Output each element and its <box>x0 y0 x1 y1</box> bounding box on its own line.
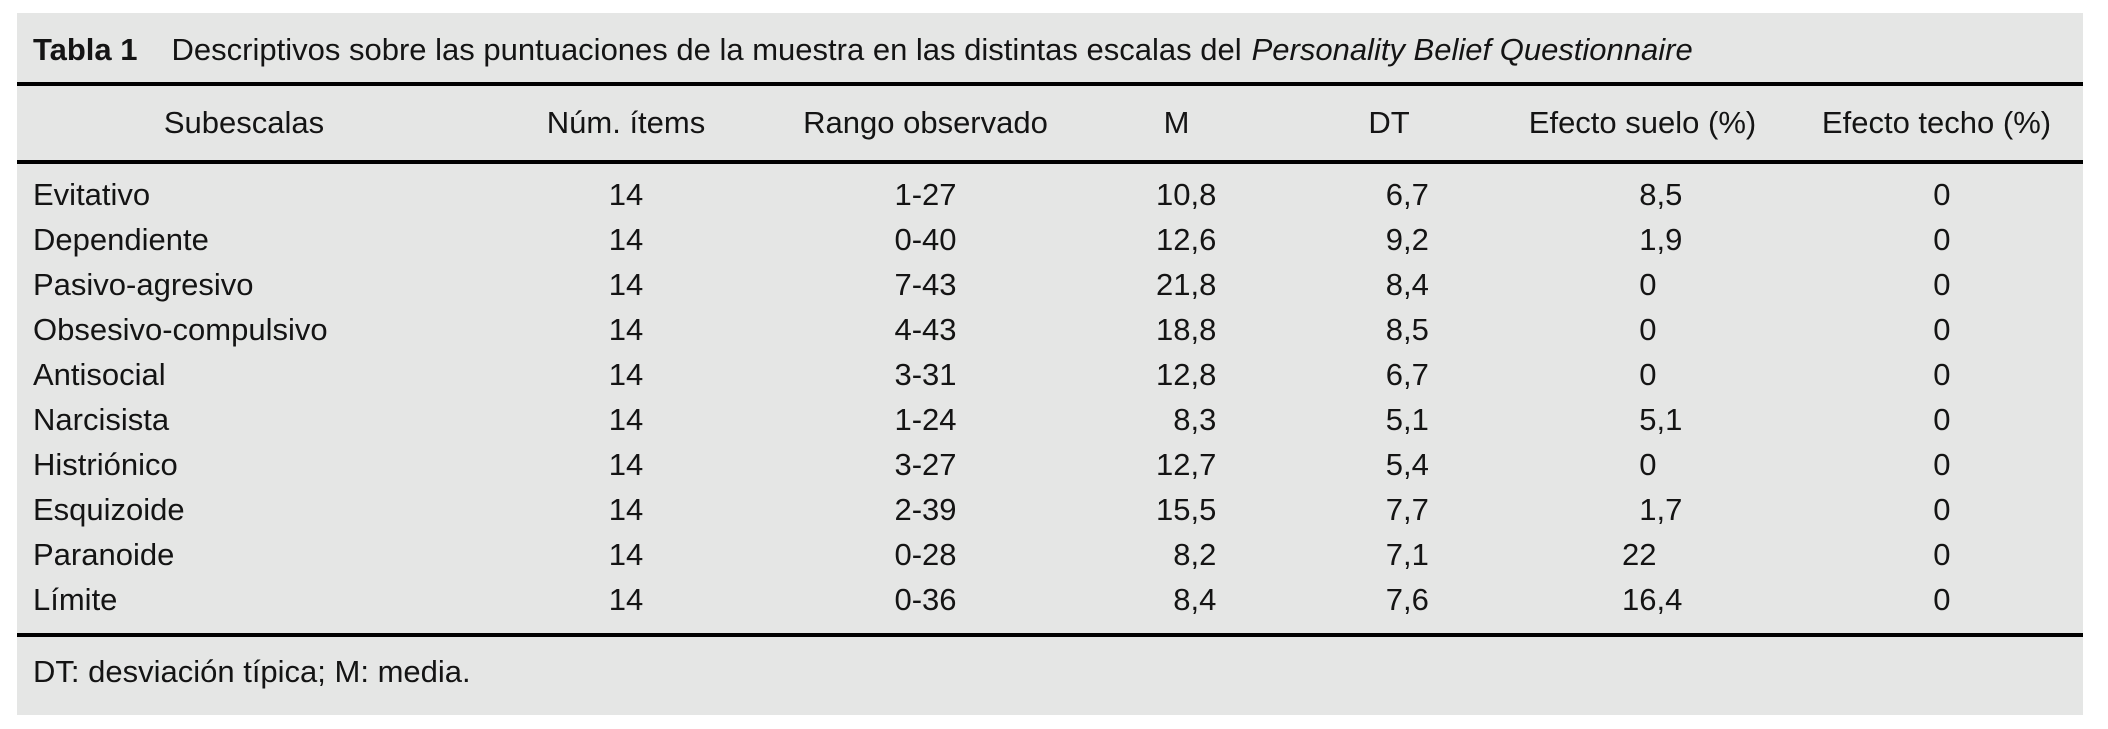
cell-m: 8,2 <box>1173 536 1217 572</box>
table-row: Evitativo 14 1-27 10,8 6,7 8,5 0 <box>17 172 2083 217</box>
cell-rango: 7-43 <box>894 266 957 302</box>
cell-efecto-techo: 0 <box>1933 401 1951 437</box>
cell-subescalas: Límite <box>33 581 118 617</box>
cell-rango: 2-39 <box>894 491 957 527</box>
cell-efecto-techo: 0 <box>1933 356 1951 392</box>
table-header-row: Subescalas Núm. ítems Rango observado M DT Ef… <box>17 86 2083 164</box>
cell-num-items: 14 <box>608 176 644 212</box>
cell-efecto-suelo: 5,1 <box>1639 401 1683 437</box>
cell-num-items: 14 <box>608 356 644 392</box>
column-header-dt: DT <box>1368 105 1410 140</box>
cell-num-items: 14 <box>608 221 644 257</box>
column-header-efecto-suelo: Efecto suelo (%) <box>1528 105 1757 140</box>
table-body: Evitativo 14 1-27 10,8 6,7 8,5 0 Dependiente 14 0… <box>17 164 2083 633</box>
cell-dt: 8,4 <box>1385 266 1429 302</box>
cell-num-items: 14 <box>608 446 644 482</box>
cell-rango: 3-31 <box>894 356 957 392</box>
cell-rango: 0-40 <box>894 221 957 257</box>
cell-efecto-techo: 0 <box>1933 266 1951 302</box>
cell-subescalas: Esquizoide <box>33 491 185 527</box>
table-row: Límite 14 0-36 8,4 7,6 16,4 0 <box>17 577 2083 622</box>
cell-efecto-suelo: 0 <box>1639 446 1657 482</box>
cell-efecto-suelo: 0 <box>1639 311 1657 347</box>
cell-efecto-suelo: 1,7 <box>1639 491 1683 527</box>
column-header-rango: Rango observado <box>803 105 1048 140</box>
table-card: Tabla 1 Descriptivos sobre las puntuacio… <box>17 13 2083 715</box>
column-header-num-items: Núm. ítems <box>546 105 706 140</box>
cell-subescalas: Narcisista <box>33 401 170 437</box>
cell-m: 10,8 <box>1156 176 1217 212</box>
cell-subescalas: Evitativo <box>33 176 151 212</box>
cell-efecto-techo: 0 <box>1933 536 1951 572</box>
cell-dt: 7,1 <box>1385 536 1429 572</box>
cell-num-items: 14 <box>608 536 644 572</box>
table-title: Tabla 1 Descriptivos sobre las puntuacio… <box>17 13 2083 86</box>
cell-subescalas: Paranoide <box>33 536 175 572</box>
cell-efecto-techo: 0 <box>1933 581 1951 617</box>
cell-m: 8,4 <box>1173 581 1217 617</box>
cell-num-items: 14 <box>608 266 644 302</box>
cell-efecto-techo: 0 <box>1933 176 1951 212</box>
table-title-italic: Personality Belief Questionnaire <box>1251 31 1693 67</box>
table-row: Histriónico 14 3-27 12,7 5,4 0 0 <box>17 442 2083 487</box>
cell-dt: 9,2 <box>1385 221 1429 257</box>
cell-dt: 8,5 <box>1385 311 1429 347</box>
cell-m: 15,5 <box>1156 491 1217 527</box>
cell-dt: 7,7 <box>1385 491 1429 527</box>
cell-dt: 7,6 <box>1385 581 1429 617</box>
cell-efecto-techo: 0 <box>1933 446 1951 482</box>
cell-m: 12,6 <box>1156 221 1217 257</box>
cell-subescalas: Dependiente <box>33 221 209 257</box>
cell-efecto-suelo: 16,4 <box>1622 581 1683 617</box>
cell-efecto-suelo: 1,9 <box>1639 221 1683 257</box>
cell-efecto-suelo: 0 <box>1639 356 1657 392</box>
column-header-efecto-techo: Efecto techo (%) <box>1821 105 2052 140</box>
cell-num-items: 14 <box>608 491 644 527</box>
cell-efecto-suelo: 0 <box>1639 266 1657 302</box>
cell-dt: 5,4 <box>1385 446 1429 482</box>
cell-num-items: 14 <box>608 581 644 617</box>
cell-dt: 5,1 <box>1385 401 1429 437</box>
table-row: Paranoide 14 0-28 8,2 7,1 22 0 <box>17 532 2083 577</box>
table-row: Dependiente 14 0-40 12,6 9,2 1,9 0 <box>17 217 2083 262</box>
table-row: Antisocial 14 3-31 12,8 6,7 0 0 <box>17 352 2083 397</box>
cell-m: 18,8 <box>1156 311 1217 347</box>
cell-rango: 0-28 <box>894 536 957 572</box>
cell-num-items: 14 <box>608 401 644 437</box>
cell-num-items: 14 <box>608 311 644 347</box>
cell-rango: 0-36 <box>894 581 957 617</box>
cell-efecto-techo: 0 <box>1933 221 1951 257</box>
cell-m: 12,7 <box>1156 446 1217 482</box>
cell-rango: 4-43 <box>894 311 957 347</box>
column-header-m: M <box>1163 105 1190 140</box>
cell-efecto-suelo: 22 <box>1622 536 1657 572</box>
table-footnote-row: DT: desviación típica; M: media. <box>17 633 2083 707</box>
cell-subescalas: Histriónico <box>33 446 178 482</box>
cell-dt: 6,7 <box>1385 176 1429 212</box>
column-header-subescalas: Subescalas <box>163 105 325 140</box>
cell-rango: 1-24 <box>894 401 957 437</box>
cell-m: 21,8 <box>1156 266 1217 302</box>
cell-subescalas: Pasivo-agresivo <box>33 266 254 302</box>
cell-subescalas: Obsesivo-compulsivo <box>33 311 328 347</box>
table-row: Pasivo-agresivo 14 7-43 21,8 8,4 0 0 <box>17 262 2083 307</box>
cell-rango: 1-27 <box>894 176 957 212</box>
table-row: Narcisista 14 1-24 8,3 5,1 5,1 0 <box>17 397 2083 442</box>
table-footnote: DT: desviación típica; M: media. <box>33 654 471 689</box>
cell-efecto-techo: 0 <box>1933 311 1951 347</box>
cell-subescalas: Antisocial <box>33 356 166 392</box>
cell-m: 8,3 <box>1173 401 1217 437</box>
cell-efecto-techo: 0 <box>1933 491 1951 527</box>
table-row: Obsesivo-compulsivo 14 4-43 18,8 8,5 0 0 <box>17 307 2083 352</box>
table-row: Esquizoide 14 2-39 15,5 7,7 1,7 0 <box>17 487 2083 532</box>
cell-m: 12,8 <box>1156 356 1217 392</box>
cell-efecto-suelo: 8,5 <box>1639 176 1683 212</box>
cell-rango: 3-27 <box>894 446 957 482</box>
table-title-label: Tabla 1 <box>33 31 138 67</box>
cell-dt: 6,7 <box>1385 356 1429 392</box>
table-title-text: Descriptivos sobre las puntuaciones de l… <box>171 31 1242 67</box>
